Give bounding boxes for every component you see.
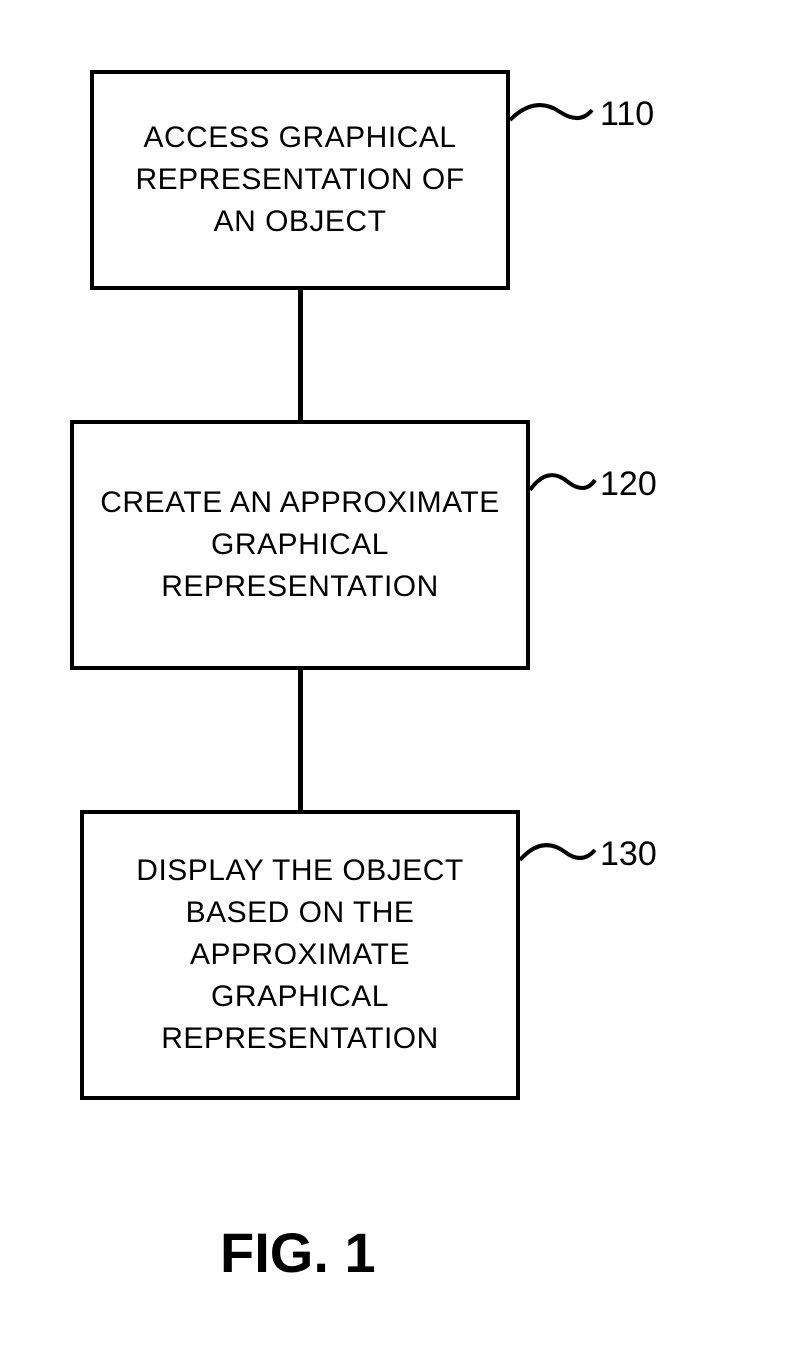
flowchart-node-1-lead [510, 90, 600, 150]
flowchart-node-3: DISPLAY THE OBJECT BASED ON THE APPROXIM… [80, 810, 520, 1100]
flowchart-node-1: ACCESS GRAPHICAL REPRESENTATION OF AN OB… [90, 70, 510, 290]
flowchart-node-3-lead [520, 830, 600, 890]
flowchart-node-2-text: CREATE AN APPROXIMATE GRAPHICAL REPRESEN… [94, 482, 506, 608]
flowchart-node-3-label: 130 [600, 835, 657, 874]
flowchart-node-2: CREATE AN APPROXIMATE GRAPHICAL REPRESEN… [70, 420, 530, 670]
flowchart-node-1-label: 110 [600, 95, 654, 134]
flowchart-edge-1 [298, 290, 303, 420]
flowchart-node-1-text: ACCESS GRAPHICAL REPRESENTATION OF AN OB… [114, 117, 486, 243]
flowchart-container: ACCESS GRAPHICAL REPRESENTATION OF AN OB… [0, 0, 785, 1360]
figure-caption: FIG. 1 [220, 1220, 376, 1285]
flowchart-node-2-label: 120 [600, 465, 657, 504]
flowchart-node-3-text: DISPLAY THE OBJECT BASED ON THE APPROXIM… [104, 850, 496, 1060]
flowchart-node-2-lead [530, 460, 600, 520]
flowchart-edge-2 [298, 670, 303, 810]
